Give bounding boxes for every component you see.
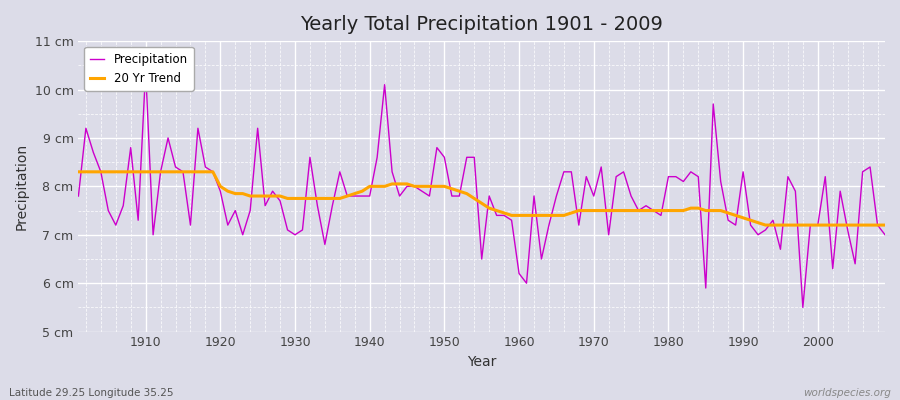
- Precipitation: [521, 281, 532, 286]
- Precipitation: [514, 271, 525, 276]
- Legend: Precipitation, 20 Yr Trend: Precipitation, 20 Yr Trend: [85, 47, 194, 91]
- Line: 20 Yr Trend: 20 Yr Trend: [78, 172, 885, 225]
- 20 Yr Trend: [760, 223, 771, 228]
- 20 Yr Trend: [342, 194, 353, 198]
- X-axis label: Year: Year: [467, 355, 497, 369]
- 20 Yr Trend: [514, 213, 525, 218]
- Precipitation: [611, 174, 622, 179]
- Precipitation: [73, 194, 84, 198]
- Precipitation: [879, 232, 890, 237]
- Line: Precipitation: Precipitation: [78, 70, 885, 307]
- Precipitation: [304, 155, 315, 160]
- 20 Yr Trend: [603, 208, 614, 213]
- 20 Yr Trend: [506, 213, 517, 218]
- 20 Yr Trend: [133, 170, 144, 174]
- 20 Yr Trend: [879, 223, 890, 228]
- Precipitation: [133, 218, 144, 223]
- Precipitation: [349, 194, 360, 198]
- Y-axis label: Precipitation: Precipitation: [15, 143, 29, 230]
- 20 Yr Trend: [297, 196, 308, 201]
- Precipitation: [140, 68, 151, 72]
- 20 Yr Trend: [73, 170, 84, 174]
- Text: worldspecies.org: worldspecies.org: [803, 388, 891, 398]
- Text: Latitude 29.25 Longitude 35.25: Latitude 29.25 Longitude 35.25: [9, 388, 174, 398]
- Title: Yearly Total Precipitation 1901 - 2009: Yearly Total Precipitation 1901 - 2009: [301, 15, 663, 34]
- Precipitation: [797, 305, 808, 310]
